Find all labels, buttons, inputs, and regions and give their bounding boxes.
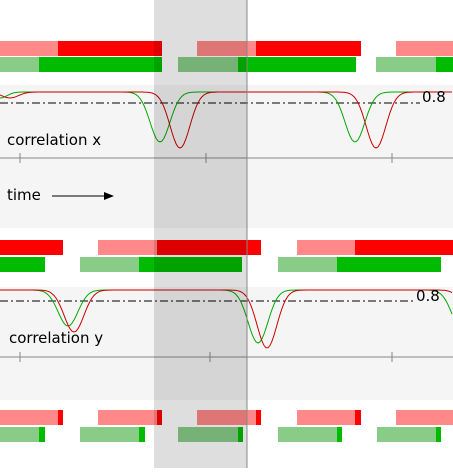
bar — [396, 410, 453, 425]
bar — [0, 257, 45, 272]
threshold-label: 0.8 — [416, 287, 440, 305]
bar — [197, 410, 256, 425]
panel-label: correlation x — [7, 131, 101, 149]
bar — [39, 427, 45, 442]
bar — [0, 410, 58, 425]
bar — [39, 57, 162, 72]
bar — [238, 57, 356, 72]
bar — [0, 427, 39, 442]
bar — [436, 427, 441, 442]
time-arrow-head — [104, 192, 114, 200]
bar — [0, 57, 39, 72]
bar — [436, 57, 453, 72]
bar — [178, 57, 238, 72]
panel-x-bg — [0, 85, 453, 228]
threshold-label: 0.8 — [422, 88, 446, 106]
bar — [337, 257, 441, 272]
curves — [0, 91, 453, 349]
bar — [157, 410, 162, 425]
bar — [0, 240, 63, 255]
correlation-curve — [0, 91, 452, 149]
correlation-curve — [0, 289, 453, 349]
bar — [396, 41, 453, 56]
time-label: time — [7, 186, 41, 204]
bar — [178, 427, 238, 442]
bar — [139, 257, 242, 272]
bar — [0, 41, 58, 56]
bar — [355, 240, 453, 255]
bar — [278, 257, 337, 272]
bar — [58, 41, 162, 56]
bar — [256, 41, 361, 56]
bar — [376, 57, 436, 72]
bar — [297, 410, 355, 425]
bar — [238, 427, 243, 442]
bar — [80, 427, 139, 442]
bar — [98, 240, 157, 255]
bar — [278, 427, 337, 442]
bar — [98, 410, 157, 425]
panel-y-bg — [0, 287, 453, 400]
bar — [197, 41, 256, 56]
axis-ticks — [19, 153, 393, 362]
bars — [0, 41, 453, 442]
bar — [297, 240, 355, 255]
bar — [355, 410, 361, 425]
bar — [139, 427, 145, 442]
panel-label: correlation y — [9, 329, 103, 347]
bar — [377, 427, 436, 442]
bar — [337, 427, 342, 442]
bar — [256, 410, 261, 425]
bar — [58, 410, 63, 425]
highlight-band — [154, 0, 247, 468]
bar — [80, 257, 139, 272]
bar — [157, 240, 261, 255]
